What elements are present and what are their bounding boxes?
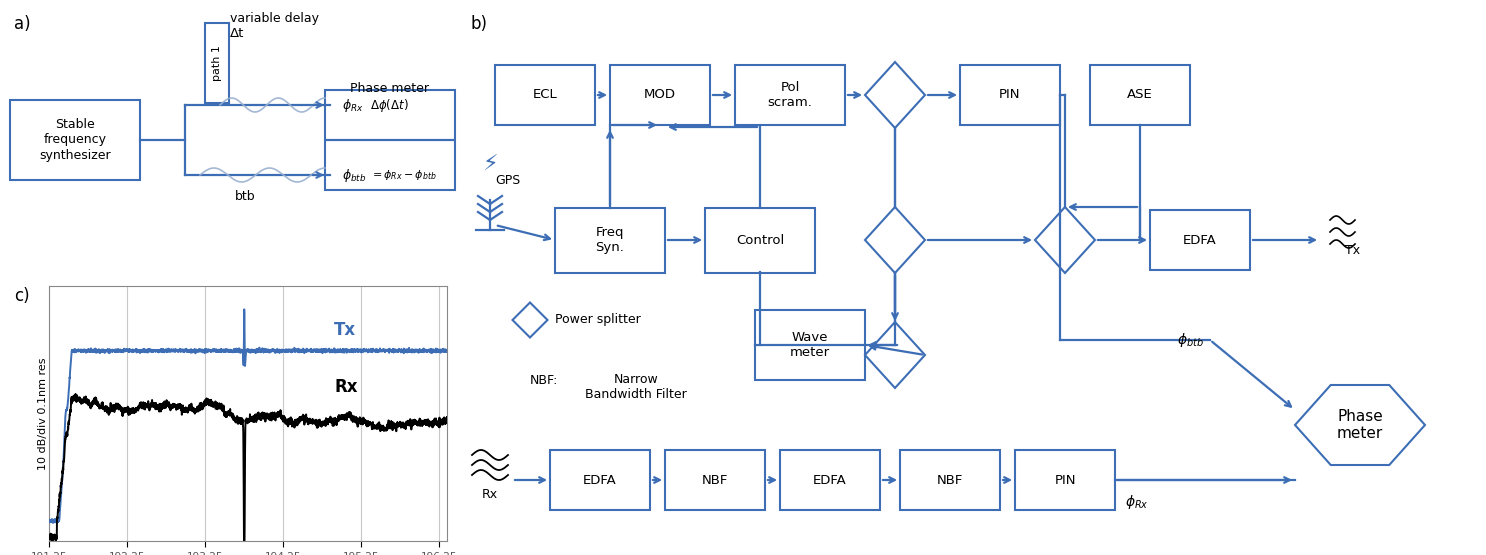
Text: GPS: GPS xyxy=(495,174,520,186)
Text: Control: Control xyxy=(736,234,785,246)
FancyBboxPatch shape xyxy=(609,65,710,125)
FancyBboxPatch shape xyxy=(666,450,765,510)
FancyBboxPatch shape xyxy=(10,100,140,180)
Text: $\phi_{Rx}$: $\phi_{Rx}$ xyxy=(342,97,364,114)
Polygon shape xyxy=(865,207,924,273)
FancyBboxPatch shape xyxy=(1091,65,1190,125)
Text: EDFA: EDFA xyxy=(1183,234,1217,246)
Text: a): a) xyxy=(13,15,31,33)
Text: Wave
meter: Wave meter xyxy=(791,331,831,359)
FancyBboxPatch shape xyxy=(704,208,814,273)
Text: Pol
scram.: Pol scram. xyxy=(768,81,813,109)
FancyBboxPatch shape xyxy=(736,65,846,125)
Text: btb: btb xyxy=(235,190,256,203)
Text: Stable
frequency
synthesizer: Stable frequency synthesizer xyxy=(39,119,111,162)
Text: Narrow
Bandwidth Filter: Narrow Bandwidth Filter xyxy=(585,373,687,401)
Polygon shape xyxy=(513,302,547,337)
Polygon shape xyxy=(865,322,924,388)
FancyBboxPatch shape xyxy=(554,208,666,273)
Text: NBF: NBF xyxy=(936,473,963,487)
Text: Tx: Tx xyxy=(334,321,357,340)
Text: EDFA: EDFA xyxy=(583,473,617,487)
FancyBboxPatch shape xyxy=(495,65,594,125)
Text: $\phi_{Rx}$: $\phi_{Rx}$ xyxy=(1125,493,1149,511)
Text: Rx: Rx xyxy=(481,488,498,502)
Y-axis label: 10 dB/div 0.1nm res: 10 dB/div 0.1nm res xyxy=(37,357,48,470)
Text: NBF:: NBF: xyxy=(531,374,559,386)
Text: Freq
Syn.: Freq Syn. xyxy=(596,226,624,254)
FancyBboxPatch shape xyxy=(755,310,865,380)
FancyBboxPatch shape xyxy=(901,450,1000,510)
Text: PIN: PIN xyxy=(999,88,1021,102)
Text: $\phi_{btb}$: $\phi_{btb}$ xyxy=(342,166,367,184)
Text: MOD: MOD xyxy=(643,88,676,102)
Polygon shape xyxy=(1036,207,1095,273)
Text: Tx: Tx xyxy=(1345,244,1360,256)
Text: Phase
meter: Phase meter xyxy=(1337,409,1383,441)
Text: c): c) xyxy=(13,287,30,305)
Text: $\phi_{btb}$: $\phi_{btb}$ xyxy=(1177,331,1204,349)
FancyBboxPatch shape xyxy=(1150,210,1250,270)
Text: variable delay: variable delay xyxy=(230,12,319,25)
FancyBboxPatch shape xyxy=(960,65,1060,125)
Text: ECL: ECL xyxy=(532,88,557,102)
Text: path 1: path 1 xyxy=(212,45,221,81)
Text: ASE: ASE xyxy=(1126,88,1153,102)
FancyBboxPatch shape xyxy=(1015,450,1114,510)
Polygon shape xyxy=(865,62,924,128)
Text: Power splitter: Power splitter xyxy=(554,314,640,326)
FancyBboxPatch shape xyxy=(550,450,649,510)
Text: NBF: NBF xyxy=(701,473,728,487)
FancyBboxPatch shape xyxy=(205,23,229,103)
Text: $\Delta\phi(\Delta t)$: $\Delta\phi(\Delta t)$ xyxy=(370,97,409,114)
Text: $=\phi_{Rx}-\phi_{btb}$: $=\phi_{Rx}-\phi_{btb}$ xyxy=(370,168,437,182)
Text: EDFA: EDFA xyxy=(813,473,847,487)
Text: ⚡: ⚡ xyxy=(481,155,498,175)
Text: Phase meter: Phase meter xyxy=(351,82,429,94)
Text: b): b) xyxy=(470,15,487,33)
Text: Rx: Rx xyxy=(334,378,358,396)
Text: PIN: PIN xyxy=(1054,473,1076,487)
Text: Δt: Δt xyxy=(230,27,244,40)
FancyBboxPatch shape xyxy=(780,450,880,510)
Polygon shape xyxy=(1294,385,1425,465)
FancyBboxPatch shape xyxy=(325,90,455,190)
